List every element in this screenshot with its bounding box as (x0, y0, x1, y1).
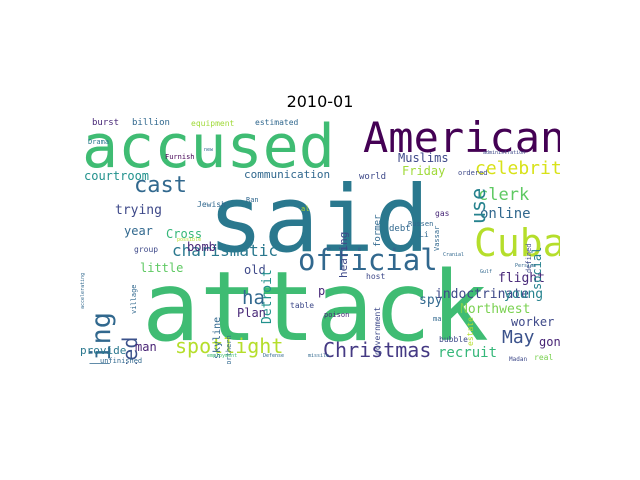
word-attack: attack (142, 251, 489, 363)
word-little: little (140, 261, 184, 275)
word-village: village (130, 284, 138, 315)
word-gas: gas (435, 209, 450, 218)
word-bubble: bubble (439, 335, 468, 344)
word-indoctrinate: indoctrinate (435, 287, 529, 302)
word-clerk: clerk (478, 185, 530, 205)
word-muslims: Muslims (398, 151, 449, 165)
word-defense: Defense (263, 353, 285, 359)
word-worker: worker (511, 315, 555, 329)
word-group: group (134, 245, 159, 254)
word-furnish: Furnish (165, 153, 195, 161)
word-online: online (480, 206, 531, 222)
word-gone: gone (539, 335, 560, 349)
word-flight: flight (498, 271, 545, 286)
word-said: said (208, 166, 430, 273)
word-table: table (290, 301, 315, 310)
word-provide: provide (80, 344, 127, 357)
word-new: new (204, 147, 214, 153)
word-government: government (373, 306, 382, 355)
word-ha: ha (242, 287, 265, 309)
word-bomb: bomb (187, 240, 216, 254)
word-trying: trying (115, 203, 162, 218)
word-year: year (124, 224, 153, 238)
word-billion: billion (132, 118, 170, 128)
word-may: May (502, 327, 535, 348)
word-hearing: hearing (337, 231, 350, 279)
word-accelerating: accelerating (80, 272, 86, 309)
word-cloud: saidattackaccusedAmericanCubaofficialbui… (80, 117, 560, 364)
chart-title: 2010-01 (286, 92, 354, 111)
word-possible: possible (177, 237, 202, 243)
word-employment: employment (207, 353, 238, 359)
word-cuba: Cuba (474, 221, 560, 265)
word-al: al (301, 205, 310, 213)
word-estimated: estimated (255, 118, 299, 127)
word-old: old (244, 263, 266, 277)
word-cast: cast (134, 173, 187, 198)
word-estate: estate (466, 316, 475, 346)
word-northern: northern (225, 334, 233, 364)
word-poison: poison (324, 311, 350, 319)
word-ordered: ordered (458, 169, 488, 177)
word-northwest: Northwest (460, 302, 531, 317)
word-real: real (534, 353, 554, 362)
word-recruit: recruit (438, 345, 498, 361)
word-host: host (366, 272, 386, 281)
word-madan: Madan (509, 356, 528, 363)
word-american: American (363, 117, 560, 162)
word-plan: Plan (237, 306, 266, 320)
word-gulf: Gulf (480, 269, 493, 275)
word-burst: burst (92, 118, 120, 128)
word-jewish: Jewish (197, 200, 226, 209)
word-vassar: Vassar (433, 225, 441, 252)
word-former: former (373, 214, 383, 248)
word-spy: spy (419, 293, 443, 308)
word-drama: Drama (88, 138, 110, 146)
word-ran: Ran (246, 196, 259, 204)
word-missile: missile (308, 353, 330, 359)
word-friday: Friday (402, 164, 446, 178)
word-young: young (504, 287, 544, 302)
word-man: man (135, 340, 157, 354)
word-cross: Cross (166, 227, 203, 241)
word-unfinished: unfinished (100, 357, 143, 365)
word-p: p (318, 284, 326, 298)
word-cranial: Cranial (443, 252, 465, 258)
word-li: Li (419, 230, 429, 239)
word-accused: accused (82, 117, 335, 182)
word-use: use (466, 187, 490, 224)
word-spotlight: spotlight (175, 334, 284, 358)
word-charismatic: charismatic (172, 241, 278, 260)
word-administration: administration (483, 150, 526, 156)
word-world: world (359, 172, 387, 182)
word-celebrity: celebrity (475, 158, 560, 179)
word-debt: debt (389, 224, 411, 234)
word-ma: ma (433, 315, 442, 323)
word-christmas: Christmas (323, 338, 432, 362)
word-courtroom: courtroom (84, 169, 150, 183)
word-communication: communication (244, 168, 331, 181)
word-russen: Russen (408, 220, 434, 228)
word-equipment: equipment (191, 119, 235, 128)
word-official: official (298, 243, 438, 277)
word-persian: Persian (515, 263, 537, 269)
